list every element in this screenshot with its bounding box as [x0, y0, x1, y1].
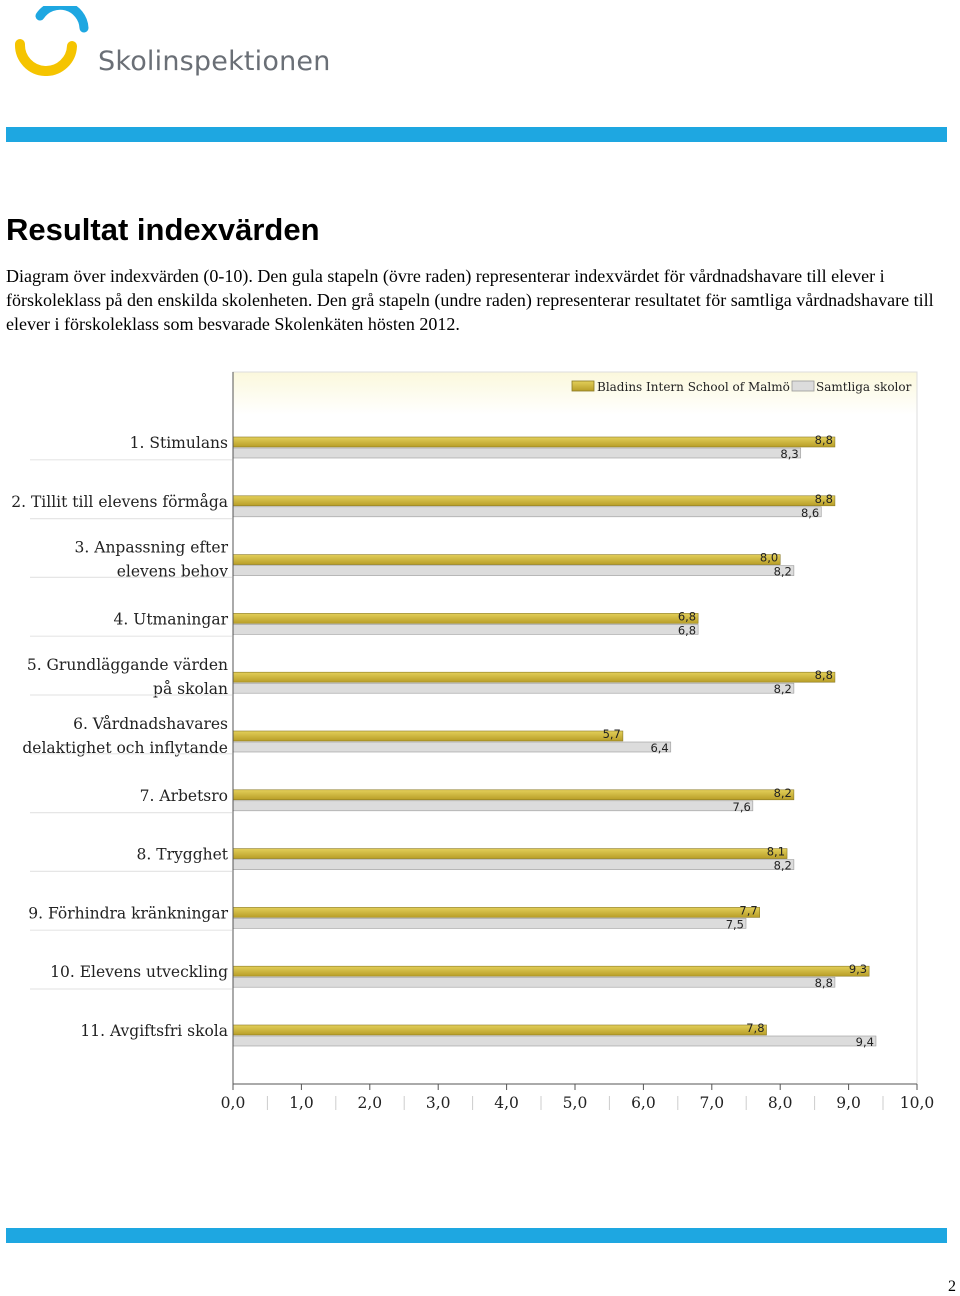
- data-label-series-1: 5,7: [603, 727, 621, 741]
- x-tick-label: 5,0: [563, 1094, 588, 1112]
- bar-series-1: [232, 1024, 767, 1036]
- legend-swatch-series-2: [791, 380, 815, 392]
- x-tick-label: 0,0: [221, 1094, 246, 1112]
- x-tick-label: 8,0: [768, 1094, 793, 1112]
- category-label-line: 6. Vårdnadshavares: [73, 715, 228, 733]
- data-label-series-2: 8,2: [774, 859, 792, 873]
- category-label: 10. Elevens utveckling: [50, 963, 228, 981]
- category-label: 2. Tillit till elevens förmåga: [11, 493, 228, 511]
- plot-area: [232, 371, 918, 1085]
- x-tick-label: 4,0: [494, 1094, 519, 1112]
- data-label-series-1: 9,3: [849, 962, 867, 976]
- data-label-series-2: 7,5: [726, 917, 744, 931]
- bar-series-1: [232, 965, 870, 977]
- data-label-series-2: 9,4: [856, 1035, 874, 1049]
- category-label-line: delaktighet och inflytande: [22, 739, 228, 757]
- data-label-series-2: 6,8: [678, 623, 696, 637]
- category-label: 1. Stimulans: [130, 434, 228, 452]
- data-label-series-2: 8,2: [774, 682, 792, 696]
- category-label: 7. Arbetsro: [140, 787, 228, 805]
- category-label: 5. Grundläggande värden på skolan: [27, 656, 228, 698]
- category-label-line: 3. Anpassning efter: [75, 539, 229, 557]
- data-label-series-2: 8,2: [774, 565, 792, 579]
- bar-series-2: [232, 624, 699, 635]
- data-label-series-2: 6,4: [650, 741, 668, 755]
- x-tick-label: 9,0: [836, 1094, 861, 1112]
- data-label-series-2: 8,8: [815, 976, 833, 990]
- bar-series-2: [232, 859, 795, 870]
- x-tick-label: 7,0: [699, 1094, 724, 1112]
- data-label-series-1: 6,8: [678, 609, 696, 623]
- data-label-series-1: 8,8: [815, 433, 833, 447]
- category-label-line: 5. Grundläggande värden: [27, 656, 228, 674]
- data-label-series-2: 8,6: [801, 506, 819, 520]
- x-tick-label: 3,0: [426, 1094, 451, 1112]
- category-label: 3. Anpassning efter elevens behov: [75, 539, 229, 581]
- legend-label-series-1: Bladins Intern School of Malmö: [597, 380, 790, 394]
- category-label: 4. Utmaningar: [114, 610, 229, 628]
- data-label-series-1: 8,8: [815, 668, 833, 682]
- bar-series-2: [232, 447, 802, 459]
- page-title: Resultat indexvärden: [6, 212, 320, 247]
- bar-series-1: [232, 848, 788, 859]
- data-label-series-1: 8,8: [815, 492, 833, 506]
- bar-series-1: [232, 730, 624, 742]
- data-label-series-1: 7,8: [746, 1021, 764, 1035]
- data-label-series-2: 8,3: [780, 447, 798, 461]
- data-label-series-1: 8,1: [767, 845, 785, 859]
- index-bar-chart: Bladins Intern School of Malmö Samtliga s…: [11, 371, 935, 1112]
- bar-series-1: [232, 436, 836, 448]
- logo: Skolinspektionen: [14, 0, 330, 86]
- bar-series-2: [232, 506, 822, 518]
- data-label-series-2: 7,6: [733, 800, 751, 814]
- category-label: 6. Vårdnadshavares delaktighet och inflyt…: [22, 715, 228, 757]
- category-label: 11. Avgiftsfri skola: [80, 1022, 228, 1040]
- bar-series-1: [232, 554, 781, 565]
- data-label-series-1: 8,2: [774, 786, 792, 800]
- bar-series-1: [232, 789, 795, 801]
- bar-series-2: [232, 682, 795, 694]
- bar-series-2: [232, 741, 672, 753]
- x-tick-label: 2,0: [357, 1094, 382, 1112]
- bar-series-1: [232, 671, 836, 683]
- bar-series-2: [232, 1035, 877, 1047]
- bar-series-2: [232, 918, 747, 929]
- data-label-series-1: 8,0: [760, 551, 778, 565]
- category-label: 9. Förhindra kränkningar: [28, 904, 228, 922]
- x-tick-label: 1,0: [289, 1094, 314, 1112]
- chart-description: Diagram över indexvärden (0-10). Den gul…: [6, 266, 934, 334]
- page-number: 2: [948, 1278, 956, 1295]
- bar-series-1: [232, 495, 836, 507]
- data-label-series-1: 7,7: [739, 903, 757, 917]
- logo-text: Skolinspektionen: [98, 46, 331, 77]
- header-band: [6, 127, 947, 142]
- footer-band: [6, 1228, 947, 1243]
- bar-series-2: [232, 800, 754, 812]
- category-label-line: på skolan: [153, 680, 228, 698]
- bar-series-1: [232, 613, 699, 624]
- bar-series-1: [232, 907, 760, 918]
- bar-series-2: [232, 565, 795, 576]
- x-tick-label: 10,0: [900, 1094, 935, 1112]
- legend-swatch-series-1: [571, 380, 595, 392]
- legend-label-series-2: Samtliga skolor: [816, 380, 912, 394]
- skolinspektionen-logo-icon: [15, 0, 89, 76]
- category-label-line: elevens behov: [117, 563, 229, 581]
- bar-series-2: [232, 976, 836, 988]
- category-label: 8. Trygghet: [137, 846, 229, 864]
- x-tick-label: 6,0: [631, 1094, 656, 1112]
